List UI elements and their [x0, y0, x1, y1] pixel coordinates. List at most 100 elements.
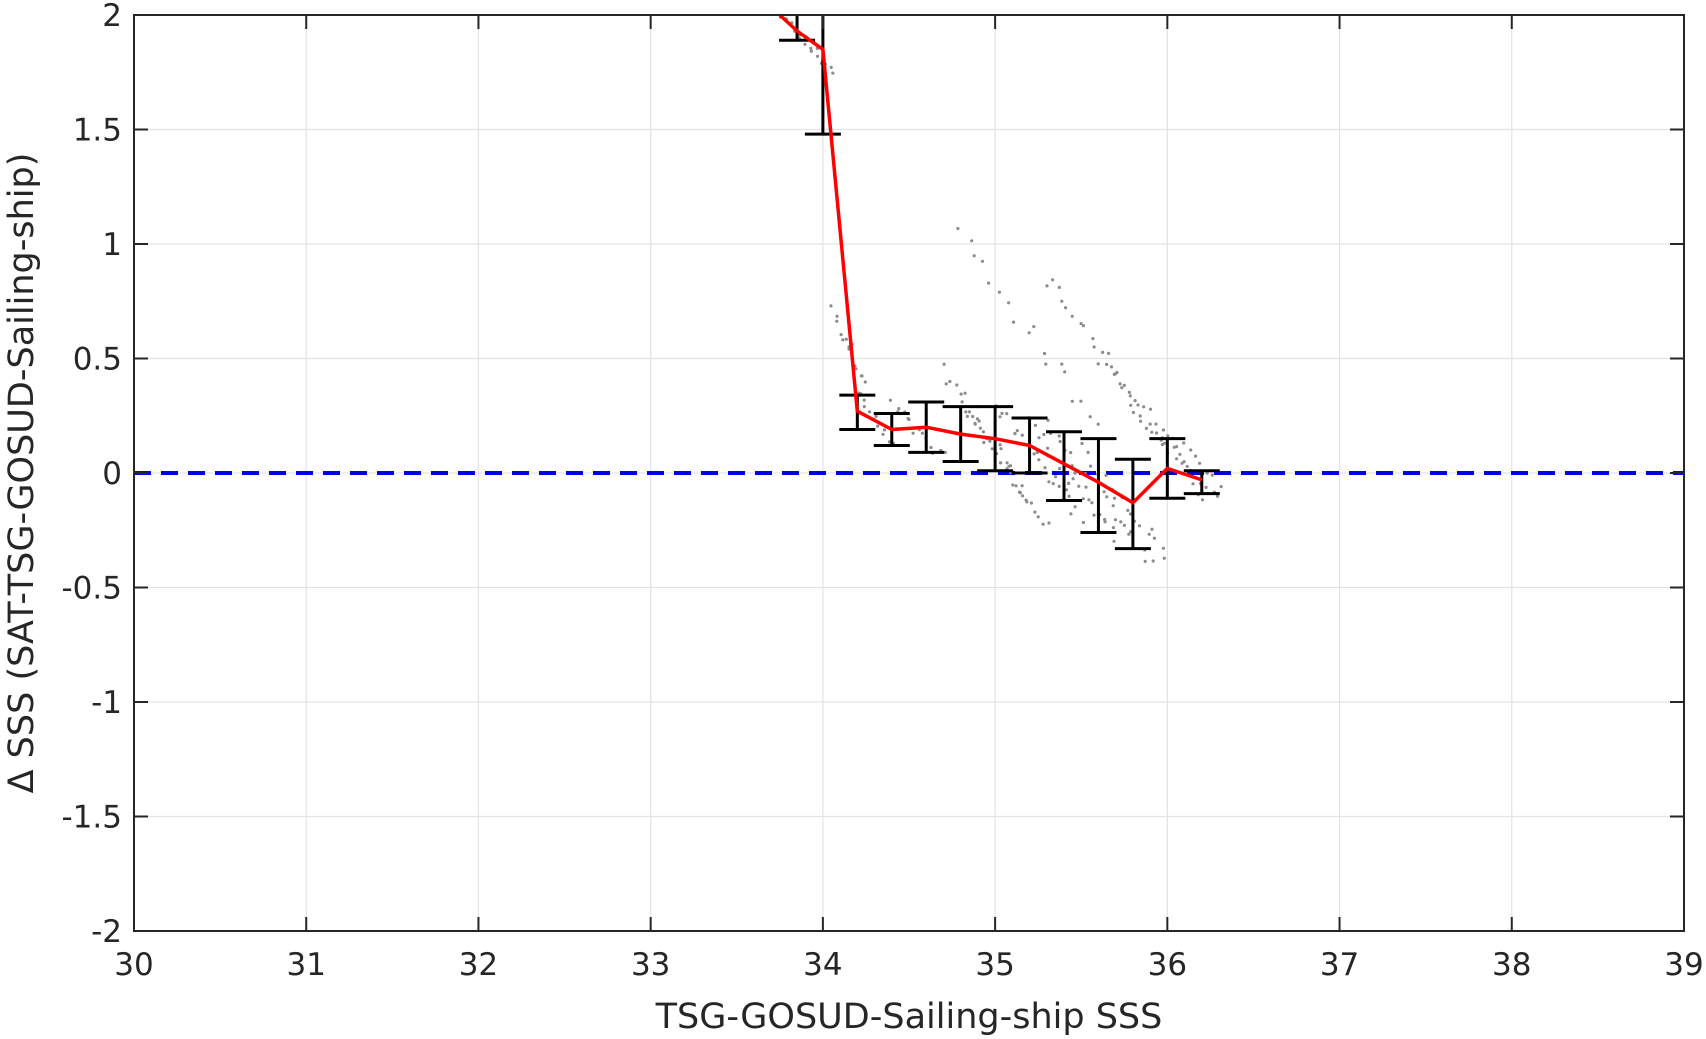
scatter-point	[1060, 299, 1064, 303]
scatter-point	[1109, 365, 1114, 369]
scatter-point	[1042, 351, 1047, 356]
scatter-point	[998, 415, 1002, 419]
scatter-point	[1101, 350, 1105, 354]
scatter-point	[1105, 495, 1109, 499]
scatter-point	[1200, 498, 1205, 502]
scatter-point	[1215, 494, 1220, 498]
scatter-point	[1122, 383, 1126, 387]
scatter-point	[1182, 441, 1186, 445]
scatter-point	[1089, 464, 1093, 468]
scatter-point	[835, 314, 839, 318]
scatter-point	[1113, 518, 1117, 522]
scatter-point	[1036, 515, 1040, 519]
scatter-point	[1175, 457, 1179, 461]
scatter-point	[1045, 284, 1049, 288]
scatter-point	[859, 374, 864, 378]
scatter-point	[1133, 399, 1137, 403]
error-bar	[1080, 437, 1117, 535]
scatter-point	[1148, 422, 1152, 426]
scatter-point	[1102, 490, 1106, 494]
scatter-point	[1105, 362, 1109, 366]
scatter-point	[1051, 278, 1055, 282]
scatter-point	[1111, 526, 1115, 530]
scatter-point	[862, 398, 866, 402]
scatter-point	[854, 367, 858, 371]
scatter-point	[1086, 450, 1090, 454]
scatter-point	[963, 391, 967, 395]
scatter-point	[835, 319, 839, 323]
scatter-point	[1147, 532, 1151, 536]
scatter-point	[1150, 430, 1154, 434]
scatter-point	[1047, 521, 1051, 525]
scatter-point	[1091, 337, 1095, 341]
scatter-point	[944, 382, 948, 386]
scatter-point	[1139, 419, 1143, 423]
scatter-point	[1057, 434, 1061, 438]
scatter-point	[897, 407, 901, 411]
scatter-point	[1166, 434, 1170, 438]
error-bar	[1046, 430, 1082, 502]
scatter-point	[955, 383, 959, 387]
scatter-point	[973, 421, 977, 425]
scatter-point	[1073, 471, 1077, 475]
scatter-point	[1024, 498, 1028, 502]
scatter-point	[882, 428, 887, 432]
scatter-point	[1162, 441, 1166, 445]
y-tick-label: -1.5	[62, 800, 123, 836]
y-tick-label: -2	[91, 914, 122, 950]
scatter-point	[929, 445, 933, 450]
scatter-point	[1070, 399, 1074, 403]
scatter-point	[1005, 461, 1009, 465]
scatter-point	[1041, 522, 1045, 526]
scatter-point	[1092, 345, 1096, 349]
scatter-point	[1053, 475, 1058, 479]
x-tick-label: 31	[286, 947, 325, 983]
scatter-point	[1077, 484, 1081, 488]
scatter-point	[1063, 370, 1067, 374]
scatter-point	[1198, 461, 1202, 465]
scatter-point	[1090, 501, 1094, 505]
scatter-point	[1044, 362, 1048, 366]
scatter-point	[1143, 559, 1147, 564]
scatter-point	[1058, 467, 1062, 471]
scatter-point	[1119, 520, 1123, 524]
x-tick-label: 33	[631, 947, 670, 983]
scatter-point	[1046, 446, 1050, 450]
scatter-point	[874, 414, 878, 418]
y-tick-label: 2	[102, 0, 122, 34]
error-bar	[804, 15, 841, 136]
scatter-point	[1148, 407, 1153, 411]
scatter-point	[815, 54, 820, 58]
scatter-point	[1008, 464, 1013, 468]
scatter-point	[967, 410, 972, 414]
scatter-point	[881, 432, 885, 436]
scatter-point	[959, 392, 963, 396]
scatter-point	[1136, 403, 1140, 407]
scatter-point	[1189, 448, 1193, 452]
scatter-point	[1087, 498, 1091, 502]
scatter-point	[1011, 320, 1016, 324]
scatter-point	[1005, 412, 1009, 416]
y-axis-title: Δ SSS (SAT-TSG-GOSUD-Sailing-ship)	[2, 153, 42, 794]
scatter-point	[1060, 362, 1064, 366]
mean-line	[778, 13, 1203, 505]
y-tick-label: 0.5	[73, 342, 122, 378]
scatter-point	[1057, 285, 1061, 289]
scatter-point	[1151, 559, 1155, 563]
scatter-point	[1064, 306, 1068, 310]
scatter-point	[1128, 394, 1132, 398]
y-tick-label: 0	[102, 456, 122, 492]
scatter-point	[1018, 491, 1022, 495]
error-bar	[1183, 469, 1220, 496]
scatter-point	[839, 333, 843, 337]
scatter-point	[972, 254, 976, 258]
scatter-point	[829, 304, 833, 308]
x-tick-label: 36	[1148, 947, 1187, 983]
scatter-point	[1070, 314, 1074, 318]
scatter-point	[1150, 527, 1154, 531]
scatter-point	[1118, 382, 1122, 386]
scatter-point	[1103, 517, 1107, 522]
scatter-point	[1042, 432, 1046, 437]
scatter-point	[1084, 485, 1088, 489]
